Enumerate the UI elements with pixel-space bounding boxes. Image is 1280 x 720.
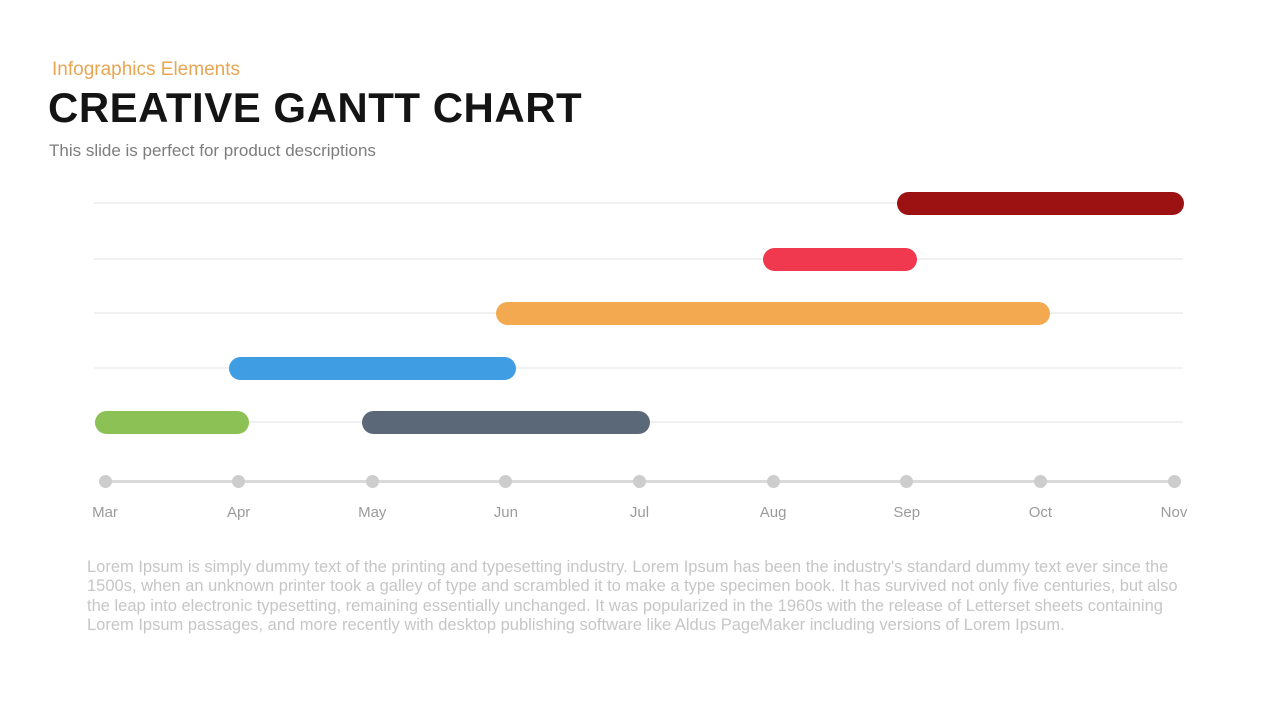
timeline-dot-nov <box>1167 474 1181 488</box>
gantt-gridline-row-3 <box>94 367 1183 369</box>
timeline-dot-aug <box>766 474 780 488</box>
page-title: CREATIVE GANTT CHART <box>48 84 583 131</box>
axis-tick-label-apr: Apr <box>226 504 251 521</box>
gantt-gridline-row-1 <box>94 258 1183 260</box>
timeline-dot-sep <box>900 474 914 488</box>
gantt-gridline-row-0 <box>94 202 1183 204</box>
timeline-dot-apr <box>232 474 246 488</box>
slide-subtitle: This slide is perfect for product descri… <box>49 141 376 160</box>
timeline-dot-oct <box>1033 474 1047 488</box>
timeline-dot-jun <box>499 474 513 488</box>
axis-tick-label-jun: Jun <box>493 504 518 521</box>
axis-tick-label-aug: Aug <box>759 504 787 521</box>
gantt-bar-task-green <box>95 410 249 434</box>
axis-tick-label-may: May <box>358 504 387 521</box>
gantt-bar-task-orange <box>495 301 1051 325</box>
axis-tick-label-sep: Sep <box>893 504 921 521</box>
slide-header: Infographics Elements CREATIVE GANTT CHA… <box>48 58 582 161</box>
timeline-dot-jul <box>633 474 646 488</box>
axis-tick-label-oct: Oct <box>1028 504 1053 521</box>
eyebrow-label: Infographics Elements <box>52 59 240 80</box>
gantt-bar-task-red <box>763 247 917 271</box>
gantt-bar-task-slate <box>362 410 650 434</box>
timeline-dot-mar <box>98 474 112 488</box>
gantt-bar-task-dark-red <box>896 191 1184 215</box>
axis-tick-label-mar: Mar <box>92 504 118 521</box>
axis-tick-label-jul: Jul <box>629 504 650 521</box>
gantt-bar-task-blue <box>228 356 516 380</box>
timeline-dot-may <box>365 474 379 488</box>
axis-tick-label-nov: Nov <box>1160 504 1188 521</box>
description-paragraph: Lorem Ipsum is simply dummy text of the … <box>87 558 1178 634</box>
